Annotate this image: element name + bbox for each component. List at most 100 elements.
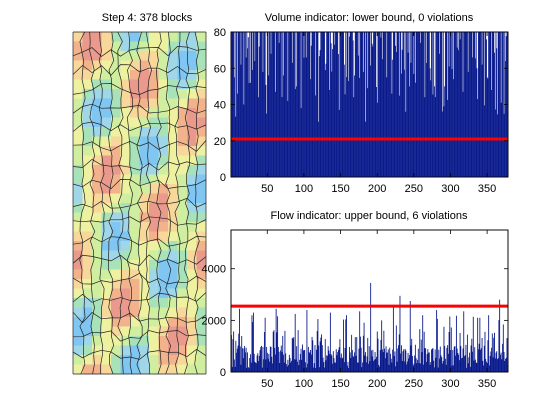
map-cell bbox=[73, 99, 83, 109]
map-cell bbox=[197, 355, 207, 365]
map-cell bbox=[111, 346, 121, 356]
map-cell bbox=[197, 146, 207, 156]
map-cell bbox=[178, 298, 188, 308]
map-cell bbox=[197, 32, 207, 42]
map-cell bbox=[140, 222, 150, 232]
map-cell bbox=[159, 175, 169, 185]
map-cell bbox=[111, 146, 121, 156]
map-cell bbox=[102, 175, 112, 185]
map-cell bbox=[73, 32, 83, 42]
map-cell bbox=[130, 118, 140, 128]
bar bbox=[306, 310, 307, 372]
map-cell bbox=[149, 317, 159, 327]
map-cell bbox=[168, 89, 178, 99]
x-tick-label: 100 bbox=[295, 183, 313, 195]
map-cell bbox=[83, 327, 93, 337]
map-cell bbox=[73, 336, 83, 346]
map-cell bbox=[73, 298, 83, 308]
x-tick-label: 350 bbox=[478, 378, 496, 390]
x-tick-label: 200 bbox=[368, 183, 386, 195]
map-cell bbox=[130, 298, 140, 308]
map-cell bbox=[168, 175, 178, 185]
map-cell bbox=[149, 365, 159, 375]
map-cell bbox=[149, 336, 159, 346]
map-cell bbox=[149, 355, 159, 365]
map-cell bbox=[187, 336, 197, 346]
map-cell bbox=[197, 51, 207, 61]
map-cell bbox=[121, 51, 131, 61]
x-tick-label: 250 bbox=[405, 378, 423, 390]
map-cell bbox=[102, 260, 112, 270]
map-cell bbox=[73, 80, 83, 90]
map-cell bbox=[178, 137, 188, 147]
flow-chart-title: Flow indicator: upper bound, 6 violation… bbox=[271, 210, 468, 222]
map-cell bbox=[178, 89, 188, 99]
x-tick-label: 100 bbox=[295, 378, 313, 390]
map-cell bbox=[92, 317, 102, 327]
map-cell bbox=[92, 241, 102, 251]
map-cell bbox=[197, 118, 207, 128]
map-cell bbox=[187, 232, 197, 242]
map-cell bbox=[73, 355, 83, 365]
map-panel: Step 4: 378 blocks bbox=[73, 12, 206, 374]
map-cell bbox=[73, 146, 83, 156]
bar bbox=[437, 319, 438, 372]
map-cell bbox=[121, 279, 131, 289]
map-cell bbox=[149, 346, 159, 356]
map-cell bbox=[102, 51, 112, 61]
y-tick-label: 80 bbox=[214, 27, 226, 39]
map-cell bbox=[140, 51, 150, 61]
map-cell bbox=[187, 279, 197, 289]
map-cell bbox=[111, 241, 121, 251]
map-cell bbox=[102, 336, 112, 346]
map-cell bbox=[83, 137, 93, 147]
x-tick-label: 150 bbox=[331, 378, 349, 390]
y-tick-label: 60 bbox=[214, 63, 226, 75]
map-cell bbox=[149, 241, 159, 251]
map-cell bbox=[149, 175, 159, 185]
map-cell bbox=[83, 127, 93, 137]
map-cell bbox=[159, 251, 169, 261]
map-cell bbox=[102, 241, 112, 251]
map-cell bbox=[73, 175, 83, 185]
map-cell bbox=[159, 298, 169, 308]
map-cell bbox=[168, 336, 178, 346]
map-cell bbox=[159, 108, 169, 118]
map-cell bbox=[159, 355, 169, 365]
volume-chart: Volume indicator: lower bound, 0 violati… bbox=[214, 12, 508, 195]
map-cell bbox=[130, 32, 140, 42]
map-cell bbox=[73, 194, 83, 204]
map-cell bbox=[140, 232, 150, 242]
map-cell bbox=[187, 175, 197, 185]
map-cell bbox=[159, 260, 169, 270]
map-cell bbox=[149, 146, 159, 156]
map-cell bbox=[149, 308, 159, 318]
map-cell bbox=[73, 241, 83, 251]
map-cell bbox=[159, 51, 169, 61]
map-cell bbox=[140, 251, 150, 261]
map-cell bbox=[187, 51, 197, 61]
map-cell bbox=[130, 184, 140, 194]
map-cell bbox=[140, 365, 150, 375]
map-cell bbox=[130, 70, 140, 80]
map-cell bbox=[73, 279, 83, 289]
map-cell bbox=[121, 194, 131, 204]
map-cell bbox=[73, 327, 83, 337]
map-cell bbox=[121, 355, 131, 365]
volume-chart-title: Volume indicator: lower bound, 0 violati… bbox=[265, 12, 474, 24]
map-cell bbox=[102, 70, 112, 80]
map-cell bbox=[187, 156, 197, 166]
map-cell bbox=[130, 156, 140, 166]
map-cell bbox=[159, 222, 169, 232]
map-cell bbox=[111, 308, 121, 318]
map-cell bbox=[140, 260, 150, 270]
map-cell bbox=[197, 194, 207, 204]
map-cell bbox=[121, 61, 131, 71]
x-tick-label: 350 bbox=[478, 183, 496, 195]
map-cell bbox=[168, 222, 178, 232]
map-title: Step 4: 378 blocks bbox=[102, 12, 193, 24]
map-cell bbox=[111, 194, 121, 204]
map-cell bbox=[159, 365, 169, 375]
map-cell bbox=[168, 156, 178, 166]
map-cell bbox=[111, 298, 121, 308]
